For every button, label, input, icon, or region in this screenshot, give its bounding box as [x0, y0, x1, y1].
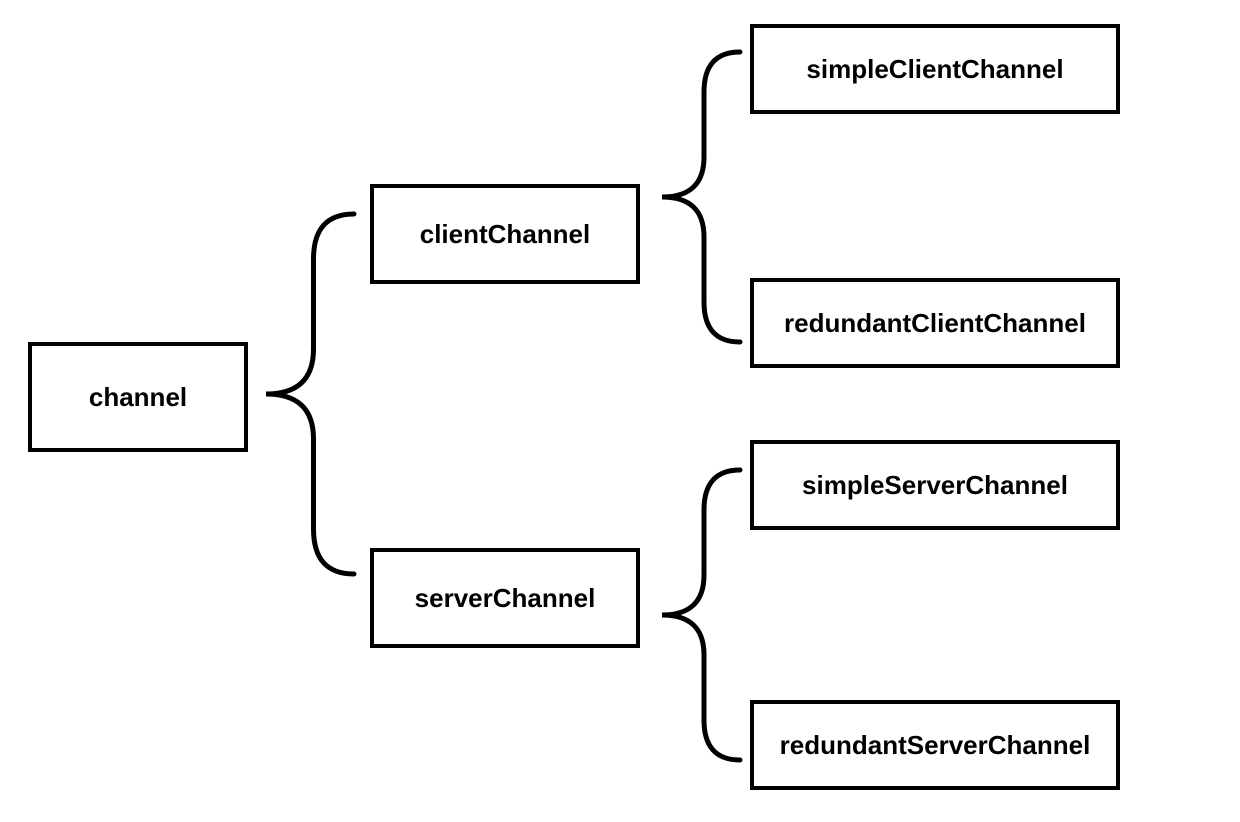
brace-client-children [660, 52, 740, 342]
node-simple-server-channel: simpleServerChannel [750, 440, 1120, 530]
node-label: redundantClientChannel [784, 308, 1086, 339]
node-label: simpleServerChannel [802, 470, 1068, 501]
node-client-channel: clientChannel [370, 184, 640, 284]
node-server-channel: serverChannel [370, 548, 640, 648]
brace-server-children [660, 470, 740, 760]
node-label: redundantServerChannel [780, 730, 1091, 761]
node-label: simpleClientChannel [806, 54, 1063, 85]
node-redundant-client-channel: redundantClientChannel [750, 278, 1120, 368]
node-label: channel [89, 382, 187, 413]
node-channel: channel [28, 342, 248, 452]
node-redundant-server-channel: redundantServerChannel [750, 700, 1120, 790]
node-label: clientChannel [420, 219, 590, 250]
node-label: serverChannel [415, 583, 596, 614]
node-simple-client-channel: simpleClientChannel [750, 24, 1120, 114]
brace-root-children [264, 214, 354, 574]
diagram-canvas: channel clientChannel serverChannel simp… [0, 0, 1240, 822]
